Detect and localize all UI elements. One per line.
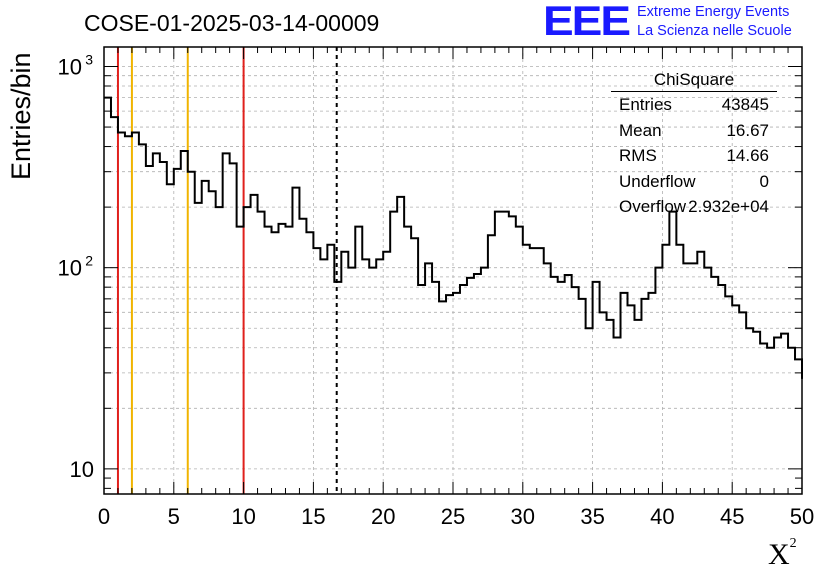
- stat-key: Entries: [619, 95, 672, 114]
- y-axis-label: Entries/bin: [6, 52, 36, 180]
- x-tick-label: 45: [720, 504, 744, 529]
- stats-box: ChiSquare Entries 43845 Mean 16.67 RMS 14.6…: [611, 68, 777, 220]
- stat-value: 14.66: [726, 146, 769, 165]
- stat-row: Entries 43845: [611, 92, 777, 118]
- logo-line-1: Extreme Energy Events: [637, 4, 790, 20]
- stat-value: 2.932e+04: [688, 197, 769, 216]
- y-tick-label: 10: [70, 457, 94, 482]
- x-tick-label: 30: [511, 504, 535, 529]
- x-tick-label: 35: [580, 504, 604, 529]
- eee-logo: EEE: [543, 0, 631, 45]
- stat-row: Mean 16.67: [611, 118, 777, 144]
- stat-key: Underflow: [619, 171, 696, 191]
- stats-title: ChiSquare: [611, 68, 777, 92]
- x-tick-label: 25: [441, 504, 465, 529]
- x-tick-label: 50: [790, 504, 814, 529]
- stat-row: RMS 14.66: [611, 143, 777, 169]
- x-tick-label: 20: [371, 504, 395, 529]
- y-tick-label: 10: [58, 54, 82, 79]
- stat-row: Underflow 0: [611, 169, 777, 195]
- stat-value: 16.67: [726, 120, 769, 140]
- y-tick-label: 10: [58, 256, 82, 281]
- stat-value: 0: [759, 171, 769, 191]
- logo-line-2: La Scienza nelle Scuole: [637, 23, 792, 39]
- stat-key: Overflow: [619, 197, 687, 216]
- chart-title: COSE-01-2025-03-14-00009: [84, 10, 380, 36]
- y-tick-exponent: 3: [85, 51, 93, 67]
- x-axis-label-text: X: [768, 538, 790, 571]
- y-tick-exponent: 2: [85, 253, 93, 269]
- x-tick-label: 40: [650, 504, 674, 529]
- x-tick-label: 15: [301, 504, 325, 529]
- stat-value: 43845: [721, 95, 769, 114]
- x-tick-label: 0: [98, 504, 110, 529]
- x-axis-label: X2: [768, 536, 797, 572]
- stat-row: Overflow 2.932e+04: [611, 194, 777, 220]
- x-tick-label: 10: [231, 504, 255, 529]
- x-axis-label-sup: 2: [789, 536, 797, 551]
- stat-key: RMS: [619, 146, 657, 165]
- histogram-series: [104, 96, 803, 379]
- x-tick-label: 5: [168, 504, 180, 529]
- stat-key: Mean: [619, 120, 662, 140]
